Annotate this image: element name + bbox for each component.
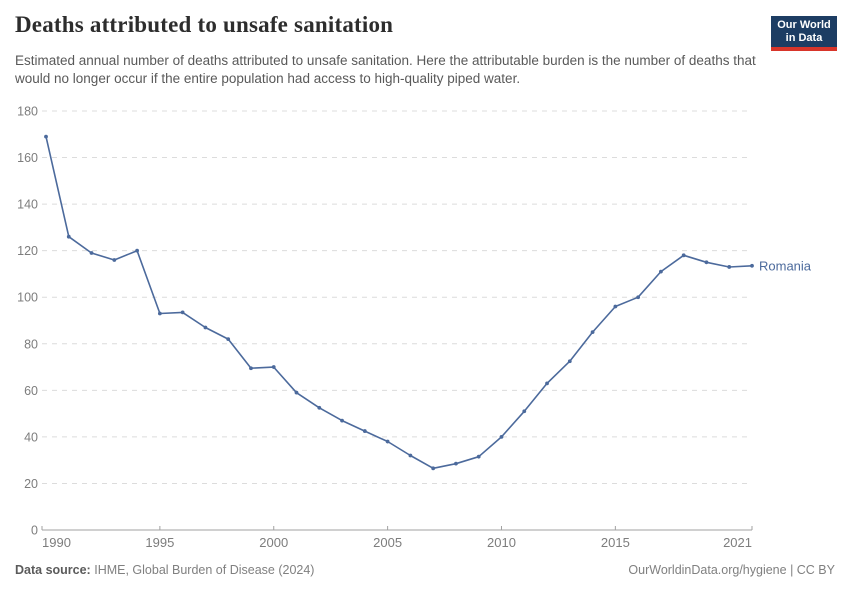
data-source-label: Data source: — [15, 563, 91, 577]
y-tick-label: 0 — [31, 524, 38, 538]
x-tick-label: 2005 — [373, 535, 402, 550]
data-point — [499, 434, 504, 439]
page-title: Deaths attributed to unsafe sanitation — [15, 12, 394, 37]
data-point — [362, 429, 367, 433]
data-point — [704, 260, 709, 265]
logo-line2: in Data — [785, 31, 823, 44]
data-point — [135, 248, 139, 253]
data-point — [249, 366, 253, 371]
data-line — [45, 135, 753, 470]
data-point — [454, 461, 458, 466]
data-point — [613, 304, 618, 309]
data-point — [89, 251, 94, 255]
series-label: Romania — [759, 258, 812, 273]
data-point — [659, 269, 663, 274]
data-point — [567, 359, 572, 364]
y-tick-label: 120 — [17, 244, 38, 258]
data-point — [294, 390, 299, 395]
chart-area: 0 20 40 60 80 100 120 140 160 180 1990 1995 2000 2005… — [0, 100, 850, 560]
x-tick-label: 1990 — [42, 535, 71, 550]
x-tick-label: 1995 — [145, 535, 174, 550]
chart-footer: Data source: IHME, Global Burden of Dise… — [0, 563, 850, 593]
x-tick-label: 2010 — [487, 535, 516, 550]
data-point — [66, 234, 71, 239]
data-point — [226, 337, 231, 342]
data-point — [157, 311, 162, 316]
data-point — [180, 310, 185, 315]
data-point — [476, 454, 481, 459]
owid-logo: Our World in Data — [771, 16, 837, 51]
data-point — [681, 253, 686, 258]
data-point — [317, 405, 322, 410]
logo-line1: Our World — [777, 19, 831, 31]
data-point — [431, 466, 436, 471]
data-point — [727, 265, 732, 269]
data-point — [340, 418, 344, 423]
data-point — [203, 325, 208, 330]
y-tick-label: 140 — [17, 198, 38, 212]
data-point — [112, 258, 117, 262]
data-point — [385, 439, 390, 444]
data-point — [271, 365, 276, 369]
y-tick-label: 60 — [24, 384, 38, 398]
y-tick-label: 160 — [17, 151, 38, 165]
data-point — [636, 295, 641, 300]
x-tick-label: 2021 — [723, 535, 752, 550]
data-source: Data source: IHME, Global Burden of Dise… — [15, 563, 314, 577]
credit-link[interactable]: OurWorldinData.org/hygiene | CC BY — [628, 563, 835, 577]
data-point — [44, 134, 48, 139]
y-tick-label: 80 — [24, 337, 38, 351]
line-chart: 0 20 40 60 80 100 120 140 160 180 1990 1995 2000 2005… — [17, 105, 812, 551]
x-tick-label: 2000 — [259, 535, 288, 550]
y-tick-label: 40 — [24, 430, 38, 444]
y-tick-label: 180 — [17, 105, 38, 119]
y-tick-label: 20 — [24, 477, 38, 491]
data-source-value: IHME, Global Burden of Disease (2024) — [94, 563, 315, 577]
data-point — [545, 381, 549, 386]
y-tick-label: 100 — [17, 291, 38, 305]
data-point — [522, 409, 527, 414]
chart-subtitle: Estimated annual number of deaths attrib… — [15, 53, 756, 86]
data-point — [408, 453, 413, 458]
x-tick-label: 2015 — [601, 535, 630, 550]
data-point — [750, 263, 754, 268]
data-point — [590, 330, 595, 335]
